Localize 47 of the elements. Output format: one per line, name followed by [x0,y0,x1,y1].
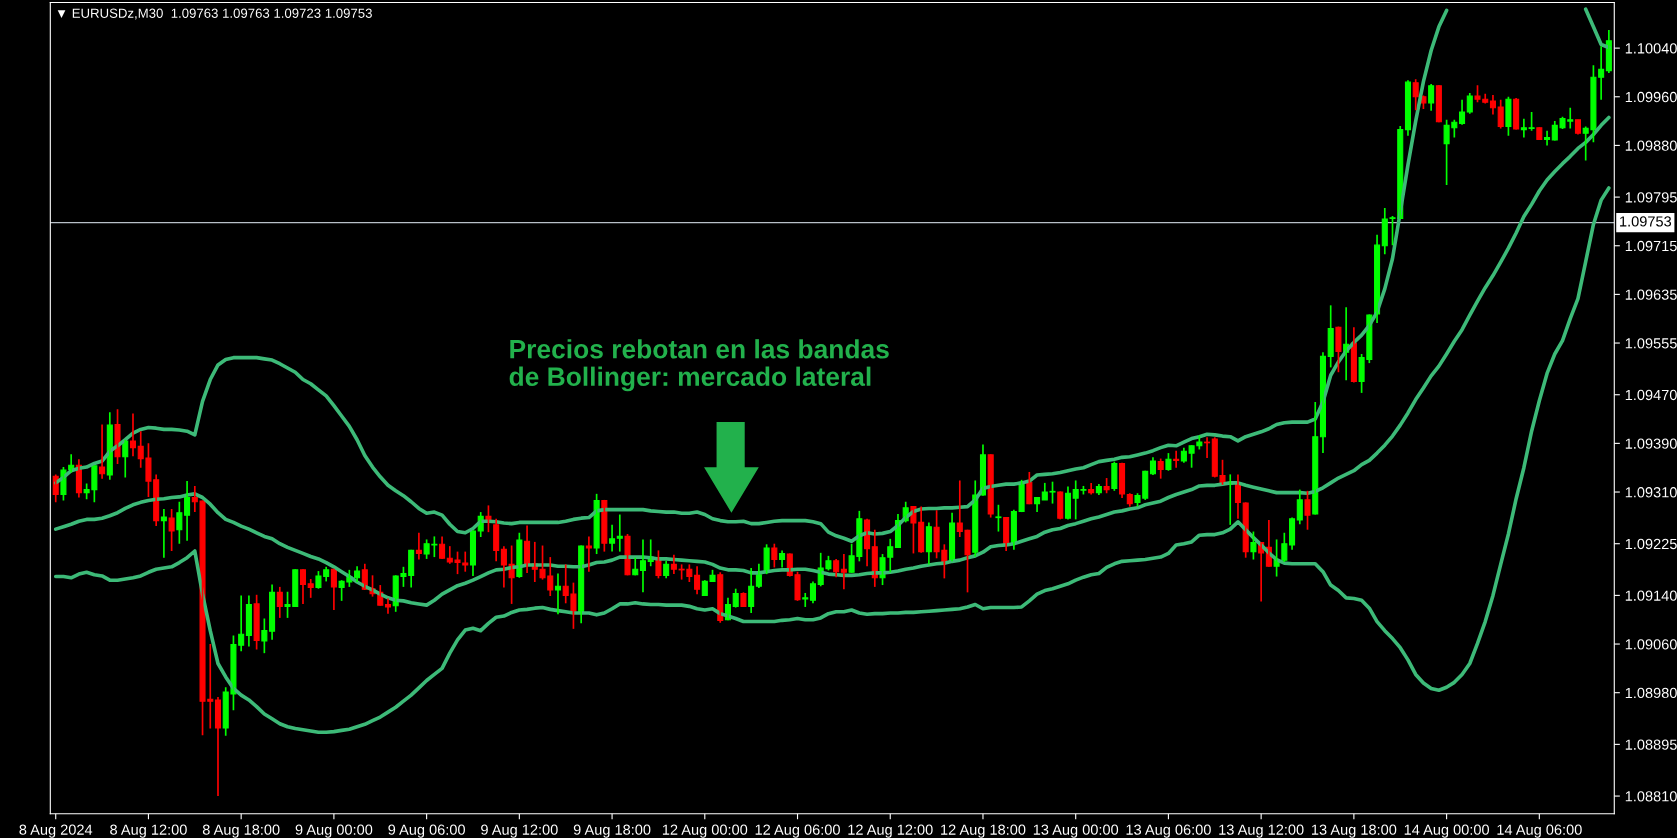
x-tick-label: 12 Aug 06:00 [755,824,840,838]
x-tick-label: 8 Aug 2024 [19,824,93,838]
line-series [53,115,1611,607]
y-tick-label: 1.09960 [1625,91,1677,103]
candlestick [1505,95,1512,137]
y-tick-label: 1.10040 [1625,43,1677,54]
x-tick-label: 13 Aug 06:00 [1126,824,1211,838]
x-tick-label: 9 Aug 18:00 [573,824,651,838]
x-tick-label: 8 Aug 18:00 [202,824,280,838]
y-tick-label: 1.09060 [1625,639,1677,650]
x-tick-label: 9 Aug 06:00 [388,824,465,838]
candlestick [995,503,1002,533]
y-tick-label: 1.09555 [1625,338,1677,349]
candlestick [763,543,770,575]
annotation: Precios rebotan en las bandas de Bollinger: mercado lateral [509,339,889,392]
line-series [53,186,1611,735]
candlestick [1335,325,1342,374]
x-tick-label: 14 Aug 06:00 [1497,824,1582,838]
y-tick-label: 1.08895 [1625,739,1677,750]
chart-title: ▼ EURUSDz,M30 1.09763 1.09763 1.09723 1.09753 [57,8,372,20]
candlestick [1304,489,1311,531]
x-tick-label: 13 Aug 12:00 [1219,824,1304,838]
y-tick-label: 1.09470 [1625,389,1677,401]
y-tick-label: 1.09715 [1625,240,1677,252]
x-tick-label: 9 Aug 12:00 [481,824,558,838]
y-tick-label: 1.08810 [1625,791,1677,802]
candlestick [1250,530,1257,561]
x-tick-label: 13 Aug 00:00 [1033,824,1119,838]
x-tick-label: 12 Aug 00:00 [662,824,748,838]
y-tick-label: 1.09310 [1625,487,1677,498]
y-tick-label: 1.09795 [1625,192,1677,203]
y-tick-label: 1.09390 [1625,438,1677,449]
x-tick-label: 9 Aug 00:00 [295,824,373,838]
x-tick-label: 12 Aug 12:00 [848,824,933,838]
candlestick [593,493,600,555]
candlestick [585,535,592,573]
x-tick-label: 14 Aug 00:00 [1404,824,1490,838]
y-tick-label: 1.09225 [1625,538,1677,550]
y-tick-label: 1.09880 [1625,140,1677,151]
x-tick-label: 13 Aug 18:00 [1312,824,1397,838]
candlestick [802,592,809,608]
ref-line-label: 1.09753 [1620,216,1672,227]
y-tick-label: 1.08980 [1625,687,1677,699]
x-tick-label: 8 Aug 12:00 [110,824,187,838]
y-tick-label: 1.09140 [1625,590,1677,601]
x-tick-label: 12 Aug 18:00 [941,824,1026,838]
y-tick-label: 1.09635 [1625,289,1677,300]
